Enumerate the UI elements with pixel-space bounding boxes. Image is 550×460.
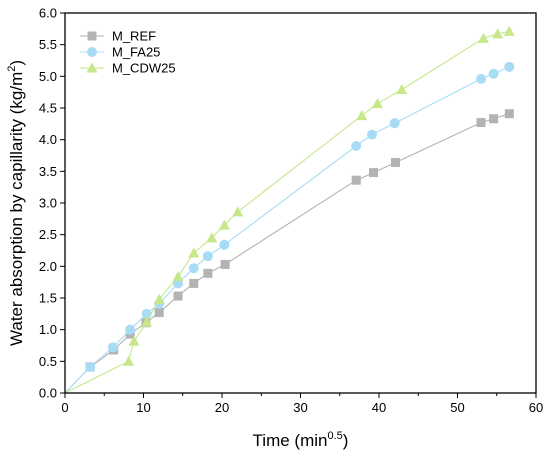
x-tick-label: 20 bbox=[215, 400, 229, 415]
y-tick-label: 2.5 bbox=[39, 227, 57, 242]
data-point-m-ref bbox=[489, 114, 499, 124]
data-point-m-fa25 bbox=[504, 61, 515, 72]
data-point-m-ref bbox=[390, 157, 400, 167]
y-tick-label: 5.0 bbox=[39, 69, 57, 84]
series-m-ref bbox=[64, 109, 514, 394]
y-tick-label: 3.5 bbox=[39, 164, 57, 179]
legend-label-m-cdw25: M_CDW25 bbox=[112, 61, 176, 76]
x-tick-label: 60 bbox=[529, 400, 543, 415]
x-tick-label: 10 bbox=[136, 400, 150, 415]
series-line-m-cdw25 bbox=[64, 30, 510, 394]
legend-label-m-fa25: M_FA25 bbox=[112, 45, 160, 60]
data-point-m-fa25 bbox=[202, 251, 213, 262]
y-tick-label: 4.0 bbox=[39, 132, 57, 147]
data-point-m-cdw25 bbox=[492, 28, 504, 39]
series-line-m-ref bbox=[64, 113, 510, 394]
y-tick-label: 3.0 bbox=[39, 196, 57, 211]
series-layer bbox=[64, 25, 515, 394]
legend-marker-m-cdw25 bbox=[86, 62, 98, 73]
data-point-m-ref bbox=[173, 291, 183, 301]
data-point-m-fa25 bbox=[125, 324, 136, 335]
data-point-m-fa25 bbox=[107, 342, 118, 353]
data-point-m-cdw25 bbox=[396, 84, 408, 95]
data-point-m-fa25 bbox=[351, 141, 362, 151]
data-point-m-cdw25 bbox=[188, 247, 200, 258]
y-tick-label: 0.0 bbox=[39, 386, 57, 401]
data-point-m-cdw25 bbox=[153, 293, 165, 304]
data-point-m-cdw25 bbox=[356, 110, 368, 121]
data-point-m-cdw25 bbox=[477, 32, 489, 43]
data-point-m-ref bbox=[351, 175, 361, 185]
x-tick-label: 0 bbox=[61, 400, 68, 415]
y-tick-label: 1.0 bbox=[39, 322, 57, 337]
y-tick-label: 6.0 bbox=[39, 6, 57, 21]
data-point-m-cdw25 bbox=[371, 98, 383, 109]
axis-ticks: 0 10 20 30 40 50 60 0.0 0.5 1.0 1.5 2.0 2.5 3.0 3.5 4.0… bbox=[39, 6, 543, 416]
legend: M_REF M_FA25 M_CDW25 bbox=[80, 29, 176, 76]
x-tick-label: 40 bbox=[372, 400, 386, 415]
y-tick-label: 5.5 bbox=[39, 37, 57, 52]
data-point-m-cdw25 bbox=[503, 25, 515, 36]
legend-item-m-ref: M_REF bbox=[80, 29, 156, 44]
series-m-cdw25 bbox=[64, 25, 515, 394]
data-point-m-fa25 bbox=[389, 118, 400, 129]
plot-frame bbox=[64, 12, 537, 394]
legend-marker-m-fa25 bbox=[87, 47, 97, 57]
data-point-m-cdw25 bbox=[141, 316, 153, 327]
data-point-m-ref bbox=[220, 259, 230, 269]
y-axis-title: Water absorption by capillarity (kg/m2) bbox=[6, 60, 26, 346]
data-point-m-fa25 bbox=[219, 239, 230, 250]
series-line-m-fa25 bbox=[64, 66, 510, 394]
x-axis-title: Time (min0.5) bbox=[253, 430, 349, 450]
data-point-m-ref bbox=[369, 168, 379, 178]
y-tick-label: 4.5 bbox=[39, 101, 57, 116]
data-point-m-cdw25 bbox=[123, 355, 135, 366]
data-point-m-ref bbox=[154, 308, 164, 318]
y-tick-label: 2.0 bbox=[39, 259, 57, 274]
data-point-m-ref bbox=[203, 268, 213, 278]
data-point-m-fa25 bbox=[141, 308, 152, 319]
data-point-m-fa25 bbox=[366, 129, 377, 140]
legend-item-m-cdw25: M_CDW25 bbox=[80, 61, 176, 76]
data-point-m-fa25 bbox=[476, 73, 487, 84]
x-tick-label: 50 bbox=[450, 400, 464, 415]
data-point-m-ref bbox=[476, 118, 486, 128]
data-point-m-ref bbox=[504, 109, 514, 119]
legend-item-m-fa25: M_FA25 bbox=[80, 45, 160, 60]
legend-label-m-ref: M_REF bbox=[112, 29, 156, 44]
data-point-m-cdw25 bbox=[128, 335, 140, 346]
data-point-m-cdw25 bbox=[218, 219, 230, 230]
legend-marker-m-ref bbox=[87, 31, 97, 41]
x-tick-label: 30 bbox=[293, 400, 307, 415]
data-point-m-cdw25 bbox=[172, 270, 184, 281]
y-tick-label: 1.5 bbox=[39, 291, 57, 306]
data-point-m-cdw25 bbox=[206, 232, 218, 243]
data-point-m-fa25 bbox=[488, 68, 499, 79]
data-point-m-fa25 bbox=[188, 263, 199, 274]
data-point-m-fa25 bbox=[85, 362, 96, 373]
y-tick-label: 0.5 bbox=[39, 354, 57, 369]
data-point-m-cdw25 bbox=[232, 206, 244, 217]
data-point-m-ref bbox=[189, 278, 199, 288]
